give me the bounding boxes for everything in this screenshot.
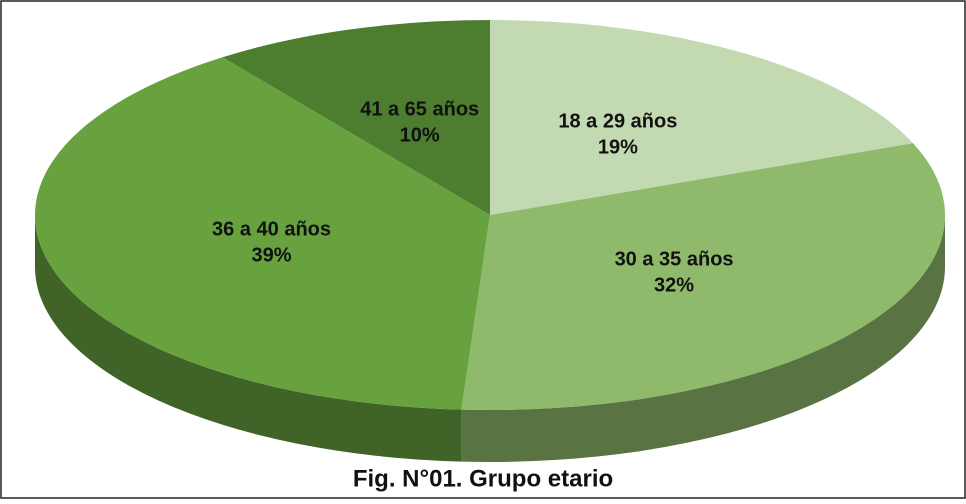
slice-label: 18 a 29 años (558, 111, 677, 133)
pie: 18 a 29 años 19% 30 a 35 años 32% 36 a 40 añ… (34, 20, 946, 462)
slice (461, 143, 946, 411)
chart-title: Fig. N°01. Grupo etario (353, 465, 613, 492)
slice-side (461, 215, 945, 462)
slice-label: 30 a 35 años (615, 249, 734, 271)
slice-value-label: 10% (400, 125, 440, 147)
slice (490, 20, 914, 215)
slice-label: 41 a 65 años (360, 99, 479, 121)
slice-side (35, 215, 462, 462)
slice-value-label: 19% (598, 137, 638, 159)
slice-value-label: 32% (654, 275, 694, 297)
slice (222, 20, 490, 215)
slice-label: 36 a 40 años (212, 218, 331, 240)
slice-value-label: 39% (252, 244, 292, 266)
slice (34, 57, 490, 410)
